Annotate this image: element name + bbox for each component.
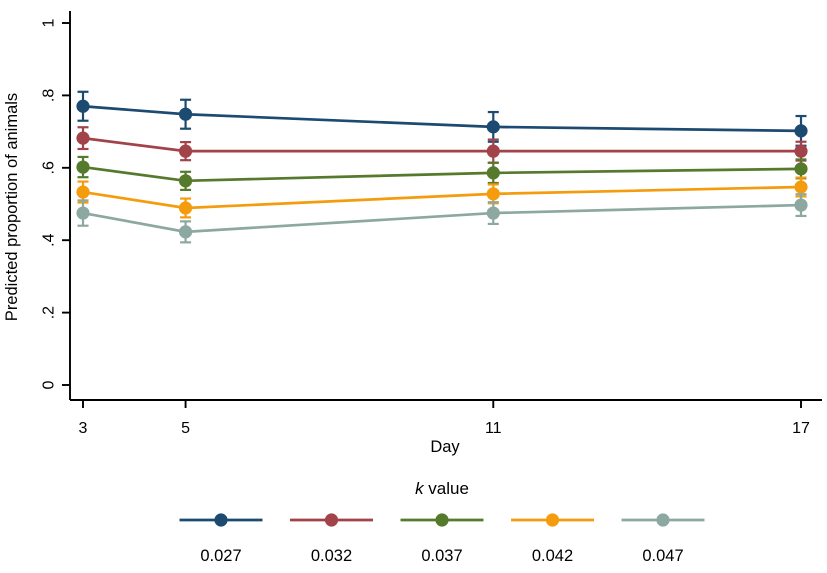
x-axis-title: Day bbox=[430, 438, 460, 456]
data-point-0.032 bbox=[486, 144, 500, 158]
y-tick-label: .8 bbox=[41, 89, 58, 102]
data-point-0.042 bbox=[76, 185, 90, 199]
data-point-0.027 bbox=[794, 124, 808, 138]
legend-title-rest: value bbox=[424, 479, 469, 498]
data-point-0.032 bbox=[178, 144, 193, 158]
y-tick-label: .4 bbox=[41, 233, 58, 246]
data-point-0.047 bbox=[794, 198, 808, 212]
legend-label: 0.027 bbox=[200, 547, 241, 565]
x-tick-label: 5 bbox=[181, 420, 190, 437]
legend-label: 0.037 bbox=[421, 547, 462, 565]
data-point-0.037 bbox=[178, 174, 193, 188]
y-axis-title: Predicted proportion of animals bbox=[3, 93, 21, 321]
legend-label: 0.047 bbox=[642, 547, 683, 565]
data-point-0.042 bbox=[486, 187, 500, 201]
x-tick-label: 3 bbox=[79, 420, 88, 437]
data-point-0.037 bbox=[486, 166, 500, 180]
series-line-0.027 bbox=[82, 104, 802, 133]
data-point-0.047 bbox=[76, 206, 90, 220]
plot-area: 0 .2 .4 .6 .8 1 3 5 11 17 0.027 0.032 0.037 0.042 0.04… bbox=[41, 11, 822, 565]
y-tick-label: 1 bbox=[41, 18, 58, 27]
data-point-0.047 bbox=[178, 225, 193, 239]
series-line-0.037 bbox=[82, 165, 802, 183]
legend-swatch-marker bbox=[214, 513, 228, 527]
data-point-0.037 bbox=[76, 160, 90, 174]
data-point-0.042 bbox=[794, 180, 808, 194]
legend-title-k: k bbox=[415, 479, 425, 498]
data-point-0.037 bbox=[794, 162, 808, 176]
series-line-0.032 bbox=[82, 136, 801, 153]
data-point-0.032 bbox=[76, 131, 90, 145]
series-line-0.047 bbox=[82, 203, 802, 234]
legend-swatch-marker bbox=[324, 513, 339, 527]
data-point-0.027 bbox=[178, 107, 193, 121]
legend-label: 0.032 bbox=[311, 547, 352, 565]
data-point-0.032 bbox=[794, 144, 808, 158]
y-tick-label: .6 bbox=[41, 161, 58, 174]
series-line-0.042 bbox=[82, 185, 802, 210]
legend-swatch-marker bbox=[656, 513, 670, 527]
y-tick-label: 0 bbox=[41, 380, 58, 389]
x-tick-label: 17 bbox=[792, 420, 810, 437]
legend-title: k value bbox=[415, 479, 469, 498]
data-point-0.042 bbox=[178, 201, 193, 215]
data-point-0.027 bbox=[486, 120, 500, 134]
x-tick-label: 11 bbox=[485, 420, 502, 437]
legend-swatch-marker bbox=[435, 513, 449, 527]
data-point-0.027 bbox=[76, 99, 90, 113]
legend-swatch-marker bbox=[545, 513, 560, 527]
legend-label: 0.042 bbox=[532, 547, 573, 565]
y-tick-label: .2 bbox=[41, 306, 58, 319]
data-point-0.047 bbox=[486, 206, 500, 220]
